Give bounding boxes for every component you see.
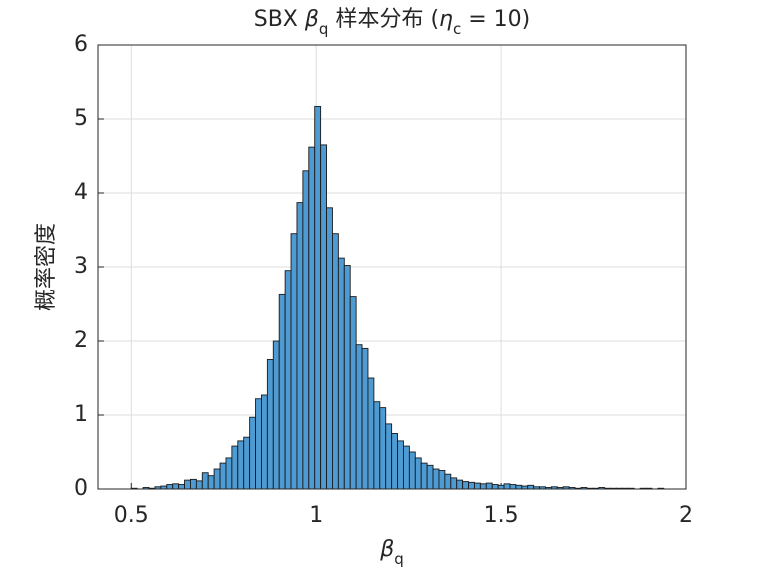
bar [261, 394, 268, 490]
text-segment: β [304, 7, 319, 32]
bar [420, 462, 428, 490]
bar [296, 202, 304, 490]
y-tick-label: 0 [74, 476, 88, 501]
bar [491, 484, 499, 490]
bar [278, 293, 286, 490]
bar [290, 233, 298, 490]
bar [509, 484, 517, 490]
bar [438, 470, 446, 490]
bar [195, 480, 203, 490]
bar [426, 464, 434, 490]
bar [337, 257, 345, 490]
bar [397, 440, 404, 490]
bar [178, 484, 185, 490]
y-tick-label: 1 [74, 402, 88, 427]
bar [308, 146, 316, 490]
text-segment: β [379, 537, 394, 562]
bar [314, 105, 322, 490]
bar [272, 340, 280, 490]
x-tick-label: 1 [309, 503, 323, 528]
bar [456, 479, 464, 490]
y-tick-label: 5 [74, 106, 88, 131]
bar [184, 479, 191, 490]
bar [231, 445, 239, 490]
text-segment: c [453, 20, 461, 38]
bar [343, 265, 351, 490]
x-tick-label: 0.5 [114, 503, 149, 528]
x-axis-label: βq [379, 537, 404, 568]
bar [391, 433, 398, 490]
bar [249, 416, 256, 490]
bar [527, 484, 535, 490]
bar [172, 483, 180, 490]
text-segment: = 10) [461, 7, 530, 32]
bar [373, 401, 381, 490]
bar [403, 445, 410, 490]
bar [166, 484, 174, 490]
bar [379, 407, 387, 490]
text-segment: q [394, 550, 404, 568]
bar [243, 436, 251, 490]
bar [326, 207, 333, 490]
bar [432, 468, 440, 490]
text-segment: η [439, 7, 453, 32]
bar [385, 423, 393, 490]
bar [213, 468, 221, 490]
x-tick-label: 2 [679, 503, 693, 528]
bar [201, 472, 209, 490]
bar [219, 462, 227, 490]
bar [414, 457, 422, 490]
x-tick-label: 1.5 [484, 503, 519, 528]
bar [190, 478, 197, 490]
bar [255, 398, 262, 490]
y-tick-label: 6 [74, 32, 88, 57]
bar [320, 144, 327, 490]
text-segment: SBX [254, 7, 305, 32]
bar [485, 482, 493, 490]
bar [361, 347, 369, 490]
chart-title: SBX βq 样本分布 (ηc = 10) [254, 7, 530, 38]
bar [450, 477, 458, 490]
text-segment: q [319, 20, 329, 38]
bar [444, 473, 452, 490]
bar [468, 481, 475, 490]
bar [503, 483, 511, 490]
bar [266, 359, 274, 490]
bar [497, 484, 505, 490]
bar [474, 482, 481, 490]
bar [355, 344, 363, 490]
y-tick-label: 3 [74, 254, 88, 279]
bar [367, 377, 375, 490]
bar [284, 270, 292, 490]
axes-box [97, 44, 687, 490]
bar [479, 483, 487, 490]
bar [302, 170, 310, 490]
bar [332, 233, 339, 490]
y-axis-label: 概率密度 [34, 223, 59, 311]
bar [408, 451, 416, 490]
text-segment: 样本分布 ( [328, 7, 439, 32]
bar [237, 440, 245, 490]
bar [207, 475, 215, 490]
bar [515, 484, 523, 490]
bar [349, 296, 357, 490]
y-tick-label: 4 [74, 180, 88, 205]
bar [225, 457, 233, 490]
bar [462, 481, 470, 490]
y-tick-label: 2 [74, 328, 88, 353]
